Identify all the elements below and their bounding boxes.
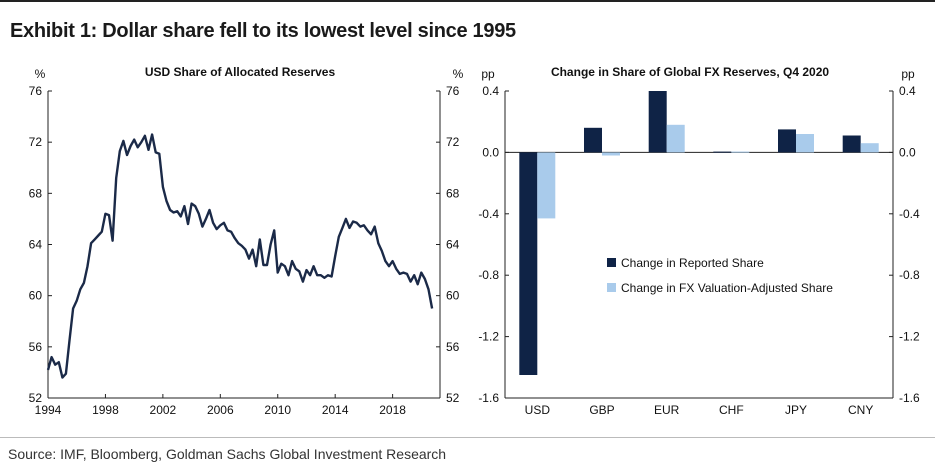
line-chart-y-tick-label-left: 56: [29, 340, 43, 354]
bar-chart-category-label: CNY: [848, 403, 873, 417]
bar-chart-y-tick-label-right: 0.4: [899, 84, 916, 98]
bar-cny-series-1: [842, 135, 861, 153]
bar-jpy-series-1: [778, 129, 796, 153]
bar-usd-series-2: [537, 152, 556, 219]
bar-eur-series-1: [648, 91, 667, 153]
legend-swatch-2: [607, 283, 616, 292]
line-chart-y-tick-label-right: 76: [446, 84, 460, 98]
line-chart-x-tick-label: 2014: [322, 403, 349, 417]
bar-chart-title: Change in Share of Global FX Reserves, Q…: [551, 65, 829, 79]
bar-chart-unit-left: pp: [481, 67, 495, 81]
line-chart-x-tick-label: 1994: [35, 403, 62, 417]
bar-chart-y-tick-label-left: 0.4: [482, 84, 499, 98]
bar-chart-category-label: USD: [525, 403, 551, 417]
line-chart-x-tick-label: 2010: [264, 403, 291, 417]
legend-label-1: Change in Reported Share: [621, 256, 764, 270]
line-chart-y-tick-label-left: 64: [29, 238, 43, 252]
usd-share-line-chart: USD Share of Allocated Reserves % % 52 52…: [29, 65, 464, 417]
bar-chart-y-tick-label-right: -0.4: [899, 207, 920, 221]
line-chart-y-tick-label-left: 76: [29, 84, 43, 98]
fx-reserves-bar-chart: Change in Share of Global FX Reserves, Q…: [478, 65, 920, 417]
top-rule: [0, 0, 935, 2]
line-chart-x-tick-label: 1998: [92, 403, 119, 417]
bar-chart-y-tick-label-left: -0.8: [478, 268, 499, 282]
bar-chart-unit-right: pp: [901, 67, 915, 81]
bar-chart-y-tick-label-left: -1.2: [478, 330, 499, 344]
legend-label-2: Change in FX Valuation-Adjusted Share: [621, 281, 833, 295]
bar-chart-y-tick-label-left: -1.6: [478, 391, 499, 405]
line-chart-y-tick-label-left: 72: [29, 135, 43, 149]
line-chart-title: USD Share of Allocated Reserves: [145, 65, 336, 79]
page-title: Exhibit 1: Dollar share fell to its lowe…: [10, 20, 516, 42]
bar-chart-y-tick-label-right: 0.0: [899, 145, 916, 159]
bar-chart-y-tick-label-right: -0.8: [899, 268, 920, 282]
line-chart-x-tick-label: 2018: [379, 403, 406, 417]
bar-chf-series-2: [731, 151, 750, 153]
legend-swatch-1: [607, 258, 616, 267]
bar-chart-category-label: JPY: [785, 403, 807, 417]
usd-share-series-line: [46, 133, 434, 379]
bar-cny-series-2: [860, 143, 879, 153]
bar-chart-category-label: GBP: [589, 403, 614, 417]
line-chart-unit-left: %: [35, 67, 46, 81]
line-chart-unit-right: %: [453, 67, 464, 81]
bar-chart-y-tick-label-right: -1.6: [899, 391, 920, 405]
bar-chart-legend: Change in Reported Share Change in FX Val…: [607, 256, 833, 295]
source-rule: [0, 437, 935, 438]
line-chart-y-tick-label-right: 64: [446, 238, 460, 252]
bar-eur-series-2: [666, 124, 685, 153]
bar-gbp-series-1: [584, 127, 602, 153]
bar-gbp-series-2: [602, 152, 620, 156]
bar-chf-series-1: [713, 151, 732, 153]
bar-chart-category-label: CHF: [719, 403, 744, 417]
line-chart-x-tick-label: 2006: [207, 403, 234, 417]
source-note: Source: IMF, Bloomberg, Goldman Sachs Gl…: [8, 446, 447, 462]
line-chart-y-tick-label-right: 60: [446, 289, 460, 303]
line-chart-y-tick-label-left: 52: [29, 391, 43, 405]
bar-chart-y-tick-label-left: 0.0: [482, 145, 499, 159]
line-chart-y-tick-label-right: 72: [446, 135, 460, 149]
line-chart-y-tick-label-right: 68: [446, 186, 460, 200]
line-chart-y-tick-label-left: 60: [29, 289, 43, 303]
line-chart-x-tick-label: 2002: [150, 403, 177, 417]
bar-chart-y-tick-label-right: -1.2: [899, 330, 920, 344]
bar-chart-category-label: EUR: [654, 403, 680, 417]
line-chart-y-tick-label-right: 52: [446, 391, 460, 405]
bar-usd-series-1: [519, 152, 538, 375]
line-chart-y-tick-label-left: 68: [29, 186, 43, 200]
line-chart-y-tick-label-right: 56: [446, 340, 460, 354]
bar-chart-y-tick-label-left: -0.4: [478, 207, 499, 221]
bar-jpy-series-2: [796, 134, 814, 153]
